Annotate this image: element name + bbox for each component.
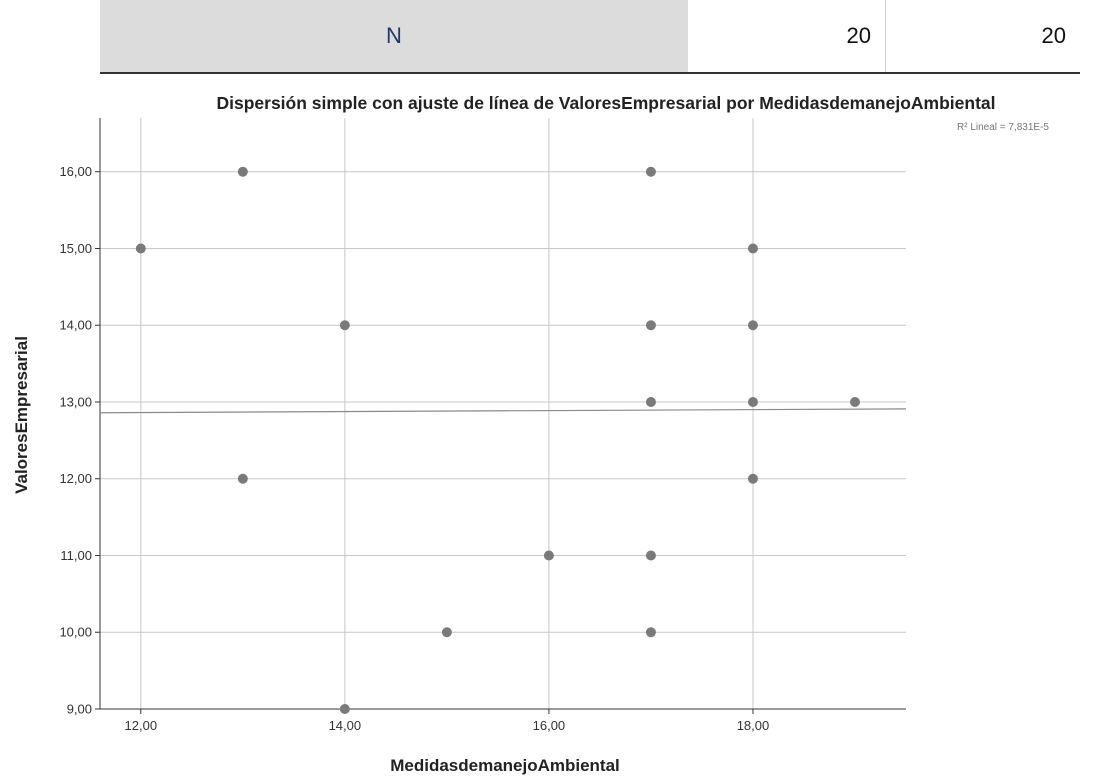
data-point-15 — [747, 473, 758, 484]
data-point-4 — [339, 704, 350, 714]
y-tick-label-3: 12,00 — [59, 471, 92, 486]
r2-annotation: R² Lineal = 7,831E-5 — [957, 122, 1049, 133]
data-points — [135, 166, 860, 714]
data-point-2 — [237, 473, 248, 484]
data-point-16 — [849, 396, 860, 407]
data-point-9 — [645, 396, 656, 407]
data-point-0 — [135, 243, 146, 254]
data-point-6 — [543, 550, 554, 561]
data-point-5 — [441, 627, 452, 638]
data-point-13 — [747, 320, 758, 331]
data-point-11 — [645, 627, 656, 638]
x-axis-label: MedidasdemanejoAmbiental — [390, 756, 620, 775]
x-tick-label-1: 14,00 — [329, 718, 362, 733]
tick-labels: 12,00 14,00 16,00 18,00 9,00 10,00 11,00 12,00 1… — [59, 164, 769, 733]
chart-title: Dispersión simple con ajuste de línea de… — [216, 93, 995, 113]
x-tick-label-2: 16,00 — [533, 718, 566, 733]
x-tick-label-0: 12,00 — [125, 718, 158, 733]
data-point-12 — [747, 243, 758, 254]
data-point-3 — [339, 320, 350, 331]
data-point-1 — [237, 166, 248, 177]
data-point-8 — [645, 320, 656, 331]
y-axis-label: ValoresEmpresarial — [12, 336, 31, 494]
row-label-cell: N — [100, 0, 688, 72]
fit-line-group — [99, 408, 907, 414]
y-tick-label-5: 14,00 — [59, 318, 92, 333]
y-tick-label-6: 15,00 — [59, 241, 92, 256]
data-point-7 — [645, 166, 656, 177]
data-point-14 — [747, 396, 758, 407]
value-cell-2: 20 — [1041, 23, 1066, 48]
y-tick-label-0: 9,00 — [67, 702, 92, 717]
fit-line — [99, 408, 907, 414]
y-tick-label-1: 10,00 — [59, 625, 92, 640]
y-tick-label-4: 13,00 — [59, 394, 92, 409]
grid-lines — [100, 118, 906, 710]
statistics-table-row: N 20 20 — [100, 0, 1080, 74]
axes — [95, 118, 906, 714]
data-point-10 — [645, 550, 656, 561]
value-cell-1: 20 — [688, 0, 886, 72]
y-tick-label-7: 16,00 — [59, 164, 92, 179]
x-tick-label-3: 18,00 — [737, 718, 770, 733]
y-tick-label-2: 11,00 — [60, 548, 92, 563]
